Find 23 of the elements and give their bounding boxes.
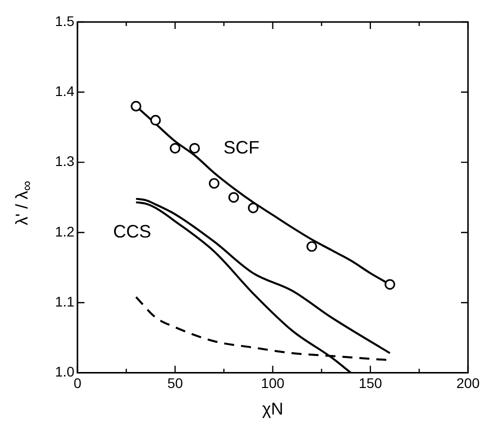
x-tick-label: 200 [456,375,480,392]
annotation: CCS [113,221,152,242]
point [170,142,180,154]
point [130,100,142,112]
x-tick-label: 150 [358,375,382,392]
point [150,114,161,126]
x-axis-title: χN [262,399,284,418]
point [248,202,259,214]
annotation: SCF [223,137,260,158]
y-tick-label: 1.3 [54,153,75,170]
y-tick-label: 1.2 [54,223,75,240]
y-tick-label: 1.1 [54,294,75,310]
point [384,279,396,290]
point [228,192,239,203]
y-tick-label: 1.5 [54,12,75,29]
x-tick-label: 50 [167,375,184,392]
point [208,178,220,189]
x-tick-label: 100 [261,375,285,392]
x-tick-label: 0 [74,375,82,392]
point [189,142,200,154]
y-tick-label: 1.0 [54,364,75,380]
point [306,241,318,252]
y-tick-label: 1.4 [54,83,75,100]
